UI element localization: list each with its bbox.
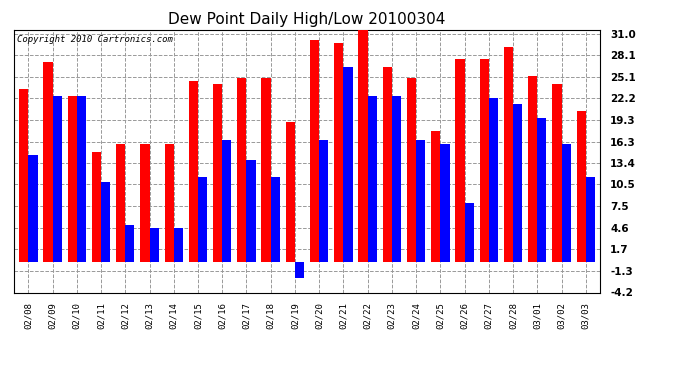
Bar bbox=[150, 228, 159, 262]
Bar bbox=[455, 59, 464, 262]
Bar bbox=[358, 26, 368, 262]
Bar bbox=[237, 78, 246, 262]
Bar bbox=[431, 131, 440, 262]
Bar bbox=[213, 84, 222, 262]
Bar bbox=[586, 177, 595, 262]
Bar bbox=[116, 144, 126, 262]
Bar bbox=[407, 78, 416, 262]
Bar bbox=[262, 78, 270, 262]
Bar bbox=[19, 89, 28, 262]
Bar bbox=[286, 122, 295, 262]
Bar bbox=[504, 47, 513, 262]
Bar bbox=[440, 144, 450, 262]
Bar bbox=[140, 144, 150, 262]
Bar bbox=[538, 118, 546, 262]
Bar bbox=[344, 67, 353, 262]
Bar bbox=[28, 155, 37, 262]
Bar bbox=[528, 76, 538, 262]
Bar bbox=[68, 96, 77, 262]
Bar bbox=[101, 182, 110, 262]
Bar bbox=[392, 96, 401, 262]
Bar bbox=[189, 81, 198, 262]
Bar bbox=[92, 152, 101, 262]
Bar bbox=[198, 177, 207, 262]
Bar bbox=[270, 177, 280, 262]
Bar bbox=[43, 62, 52, 262]
Bar bbox=[222, 140, 231, 262]
Bar bbox=[310, 39, 319, 262]
Bar bbox=[577, 111, 586, 262]
Bar bbox=[480, 59, 489, 262]
Bar bbox=[52, 96, 62, 262]
Title: Dew Point Daily High/Low 20100304: Dew Point Daily High/Low 20100304 bbox=[168, 12, 446, 27]
Bar bbox=[464, 203, 474, 262]
Bar bbox=[126, 225, 135, 262]
Bar bbox=[513, 104, 522, 262]
Bar bbox=[416, 140, 425, 262]
Bar bbox=[246, 160, 256, 262]
Bar bbox=[383, 67, 392, 262]
Bar bbox=[77, 96, 86, 262]
Bar bbox=[295, 262, 304, 278]
Bar bbox=[562, 144, 571, 262]
Text: Copyright 2010 Cartronics.com: Copyright 2010 Cartronics.com bbox=[17, 35, 172, 44]
Bar bbox=[552, 84, 562, 262]
Bar bbox=[319, 140, 328, 262]
Bar bbox=[489, 98, 498, 262]
Bar bbox=[174, 228, 183, 262]
Bar bbox=[164, 144, 174, 262]
Bar bbox=[334, 42, 344, 262]
Bar bbox=[368, 96, 377, 262]
